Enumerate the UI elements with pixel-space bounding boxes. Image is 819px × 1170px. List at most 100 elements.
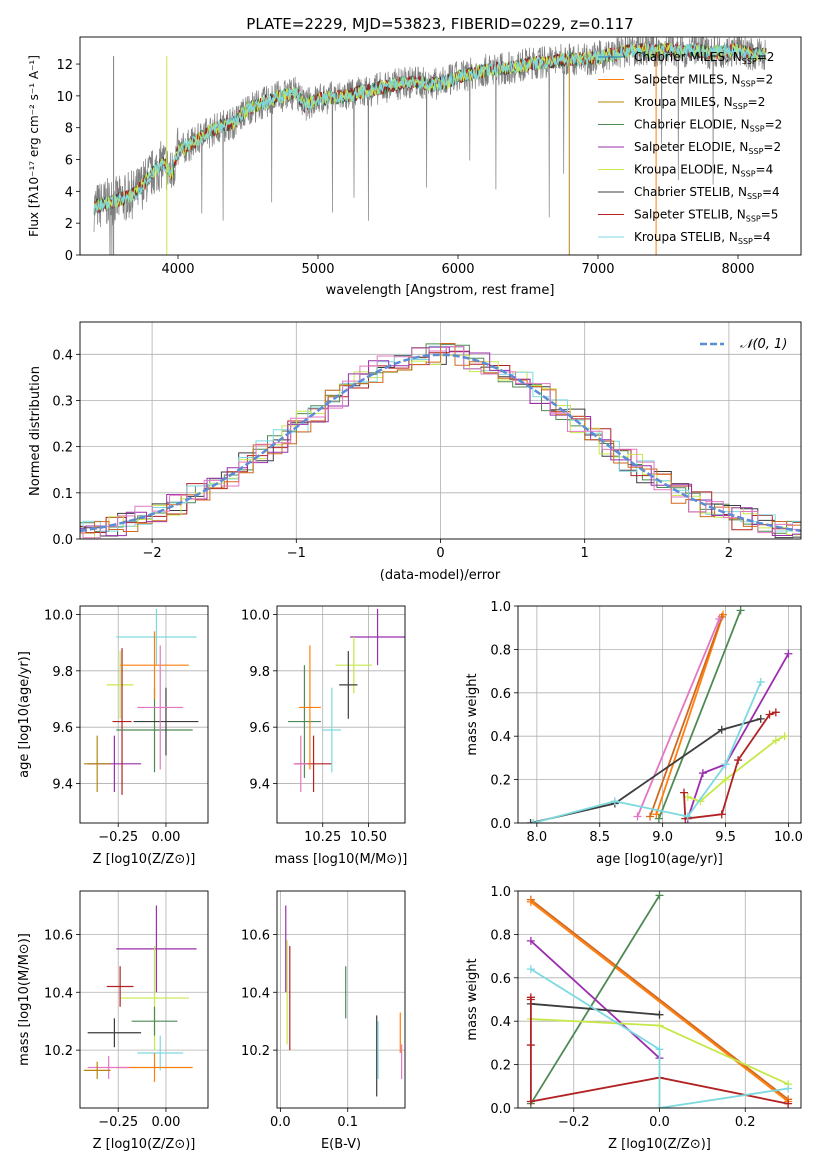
legend-entry: Chabrier MILES, NSSP=2 [634, 50, 774, 66]
plot-gridlines [277, 891, 405, 1108]
legend-entry: Salpeter ELODIE, NSSP=2 [634, 140, 781, 156]
weight-point-marker [654, 814, 663, 823]
plot-data [83, 608, 199, 795]
weight-series-line [530, 968, 789, 1108]
weight-point-marker [526, 819, 535, 823]
xlabel: Z [log10(Z/Z⊙)] [93, 1137, 196, 1152]
plot-gridlines [277, 606, 405, 823]
ytick-label: 0.4 [490, 730, 511, 745]
weight-point-marker [698, 769, 707, 778]
plot-data [287, 608, 405, 792]
spectrum-ytick-label: 10 [56, 90, 73, 105]
legend-label: Chabrier STELIB, N [634, 185, 747, 199]
spectrum-xtick-label: 4000 [161, 262, 194, 277]
spectrum-ytick-label: 4 [65, 185, 73, 200]
weight-point-marker [765, 710, 774, 719]
axes-frame [276, 890, 406, 1109]
age-vs-metallicity-plot: −0.25 0.00 9.4 9.6 9.8 10.0 Z [log10(Z/Z⊙)] age… [17, 605, 209, 867]
xlabel: mass [log10(M/M⊙)] [275, 852, 408, 867]
ytick-label: 10.6 [241, 928, 270, 943]
legend-tail: =2 [748, 95, 766, 109]
weight-point-marker [717, 810, 726, 819]
xlabel: E(B-V) [321, 1137, 361, 1152]
residual-histogram [80, 345, 801, 539]
ytick-label: 10.2 [44, 1044, 73, 1059]
legend-label: Kroupa MILES, N [634, 95, 733, 109]
age-vs-mass-plot: 10.25 10.50 9.4 9.6 9.8 10.0 mass [log10(M/M⊙)… [241, 605, 408, 867]
xtick-label: 0.0 [649, 1115, 670, 1130]
weight-point-marker [715, 615, 724, 624]
xtick-label: 0.2 [735, 1115, 756, 1130]
weight-point-marker [529, 819, 538, 823]
legend-entry: Kroupa STELIB, NSSP=4 [634, 230, 771, 246]
weight-point-marker [756, 714, 765, 723]
ytick-label: 0.2 [490, 774, 511, 789]
xtick-label: 10.50 [350, 830, 387, 845]
ytick-label: 9.6 [249, 721, 270, 736]
residual-xtick-label: −1 [287, 546, 306, 561]
weight-point-marker [526, 995, 535, 1004]
legend-subscript: SSP [747, 192, 762, 201]
spectrum-ylabel: Flux [fλ10⁻¹⁷ erg cm⁻² s⁻¹ A⁻¹] [27, 55, 41, 237]
weight-series-line [686, 653, 790, 819]
weight-point-marker [610, 797, 619, 806]
residual-xlabel: (data-model)/error [380, 568, 501, 583]
axes-frame [79, 605, 209, 824]
normal-curve [80, 353, 801, 533]
weight-point-marker [526, 936, 535, 945]
ylabel: age [log10(age/yr)] [17, 651, 32, 778]
legend-subscript: SSP [738, 237, 753, 246]
ylabel: mass weight [465, 958, 480, 1040]
weight-point-marker [780, 732, 789, 741]
ytick-label: 0.2 [490, 1059, 511, 1074]
legend-subscript: SSP [748, 147, 763, 156]
xtick-label: −0.25 [98, 830, 138, 845]
axes-frame [276, 605, 406, 824]
massweight-vs-metallicity-plot: −0.2 0.0 0.2 0.0 0.2 0.4 0.6 0.8 1.0 Z [log10(Z/Z… [465, 885, 802, 1152]
ylabel: mass [log10(M/M⊙)] [17, 933, 32, 1066]
spectrum-xtick-label: 6000 [441, 262, 474, 277]
xtick-label: 9.5 [715, 830, 736, 845]
legend-label: Chabrier ELODIE, N [634, 118, 750, 132]
weight-series-line [530, 901, 789, 1103]
weight-series-line [636, 618, 721, 817]
residual-xtick-label: −2 [143, 546, 162, 561]
spectrum-ytick-label: 12 [56, 58, 73, 73]
ytick-label: 9.4 [52, 778, 73, 793]
xtick-label: 0.00 [151, 830, 180, 845]
residual-ytick-label: 0.3 [52, 394, 73, 409]
legend-label: Kroupa ELODIE, N [634, 163, 741, 177]
weight-point-marker [655, 1010, 664, 1019]
weight-series-line [655, 614, 724, 815]
weight-point-marker [771, 708, 780, 717]
ytick-label: 9.4 [249, 778, 270, 793]
weight-point-marker [526, 1097, 535, 1106]
weight-point-marker [633, 812, 642, 821]
axes-frame [517, 605, 802, 824]
legend-entry: Kroupa ELODIE, NSSP=4 [634, 163, 773, 179]
ytick-label: 10.0 [241, 608, 270, 623]
ytick-label: 0.6 [490, 972, 511, 987]
legend-subscript: SSP [750, 125, 765, 134]
ytick-label: 0.8 [490, 643, 511, 658]
xtick-label: −0.25 [98, 1115, 138, 1130]
xtick-label: 8.5 [589, 830, 610, 845]
weight-point-marker [526, 965, 535, 974]
residual-xtick-label: 0 [436, 546, 444, 561]
weight-series-line [649, 616, 723, 817]
spectrum-ytick-label: 2 [65, 217, 73, 232]
mass-vs-ebv-plot: 0.0 0.1 10.2 10.4 10.6 E(B-V) [241, 890, 406, 1152]
weight-point-marker [652, 810, 661, 819]
plot-data [83, 905, 197, 1082]
legend-tail: =2 [763, 140, 781, 154]
legend-subscript: SSP [746, 215, 761, 224]
plot-data [526, 891, 793, 1108]
ytick-label: 10.6 [44, 928, 73, 943]
legend-tail: =4 [753, 230, 771, 244]
residual-plot: −2 −1 0 1 2 0.0 0.1 0.2 0.3 0.4 (data-model)/erro… [28, 321, 802, 583]
weight-point-marker [756, 677, 765, 686]
normal-legend-label: 𝒩(0, 1) [740, 337, 787, 352]
residual-ytick-label: 0.4 [52, 348, 73, 363]
